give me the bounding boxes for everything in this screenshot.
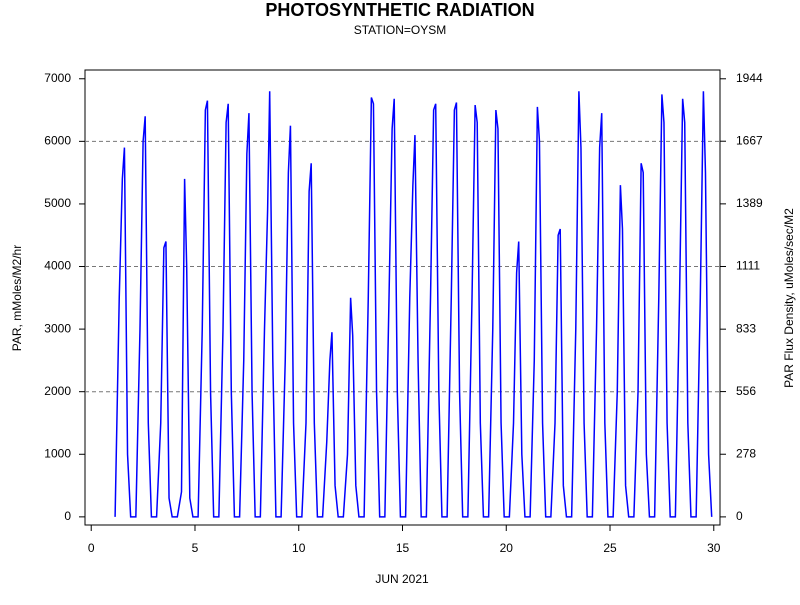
x-tick-label: 15 — [396, 541, 410, 555]
x-tick-label: 25 — [603, 541, 617, 555]
y2-tick-label: 1667 — [736, 133, 763, 147]
y-tick-label: 6000 — [44, 134, 71, 148]
y2-tick-label: 278 — [736, 446, 756, 460]
x-tick-label: 10 — [292, 541, 306, 555]
x-axis-label: JUN 2021 — [375, 572, 429, 586]
y-axis-label: PAR, mMoles/M2/hr — [10, 245, 24, 351]
y-tick-label: 2000 — [44, 384, 71, 398]
x-tick-label: 5 — [192, 541, 199, 555]
y-tick-label: 3000 — [44, 321, 71, 335]
y2-tick-label: 833 — [736, 321, 756, 335]
y2-tick-label: 0 — [736, 509, 743, 523]
y2-tick-label: 556 — [736, 384, 756, 398]
y2-tick-label: 1944 — [736, 71, 763, 85]
y-tick-label: 1000 — [44, 446, 71, 460]
x-tick-label: 0 — [88, 541, 95, 555]
y-tick-label: 5000 — [44, 196, 71, 210]
x-tick-label: 20 — [500, 541, 514, 555]
x-tick-label: 30 — [707, 541, 721, 555]
y-tick-label: 0 — [64, 509, 71, 523]
y-tick-label: 7000 — [44, 71, 71, 85]
data-line — [114, 91, 713, 518]
chart-title: PHOTOSYNTHETIC RADIATION — [265, 0, 534, 20]
y-tick-label: 4000 — [44, 259, 71, 273]
y2-tick-label: 1389 — [736, 196, 763, 210]
chart-subtitle: STATION=OYSM — [354, 23, 447, 37]
y2-axis-label: PAR Flux Density, uMoles/sec/M2 — [782, 208, 796, 388]
y2-tick-label: 1111 — [736, 259, 760, 273]
